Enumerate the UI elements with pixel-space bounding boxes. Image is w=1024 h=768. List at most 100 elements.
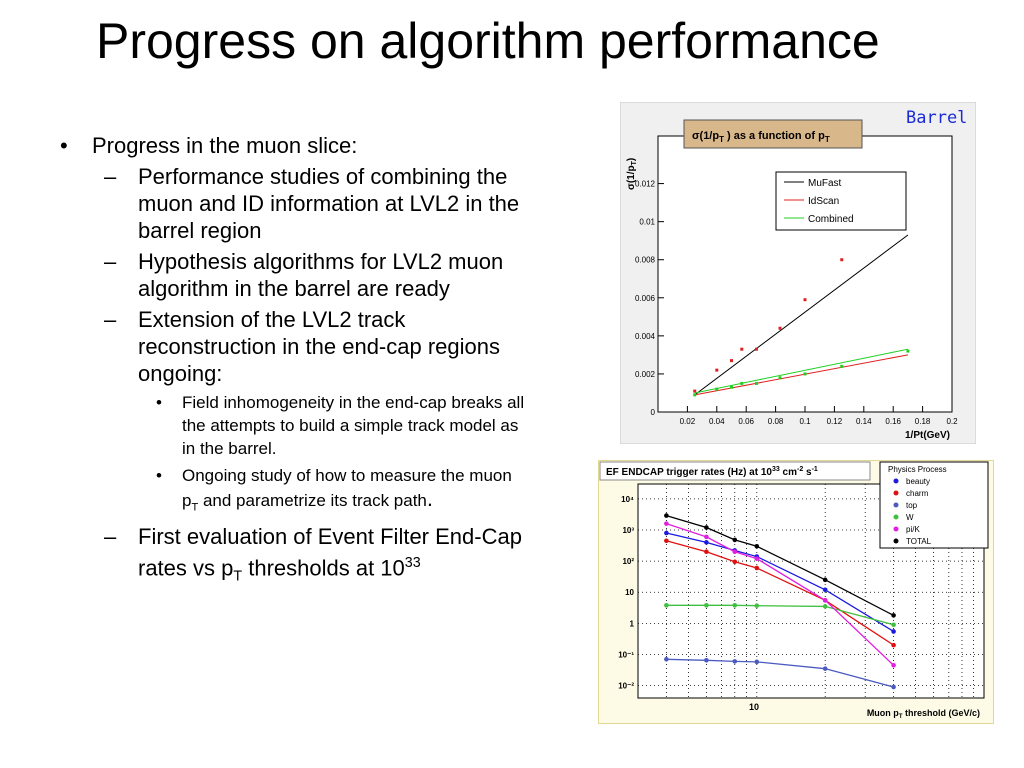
sub-sub-bullet-2-text: Ongoing study of how to measure the muon…	[182, 466, 512, 510]
point-pi-k	[754, 556, 760, 561]
chart2-title: EF ENDCAP trigger rates (Hz) at 1033 cm-…	[606, 466, 818, 478]
bullet-main-text: Progress in the muon slice:	[92, 133, 358, 158]
point-combined	[730, 385, 733, 389]
point-beauty	[664, 530, 669, 536]
point-idscan	[715, 368, 719, 372]
chart2-legend-items: beauty charm top Wpi/K TOTAL	[893, 477, 932, 546]
point-top	[891, 684, 896, 690]
point-total	[732, 537, 738, 543]
chart1-ytick-label: 0.012	[635, 180, 656, 189]
sub-bullet-4-text-b: thresholds at 10	[242, 555, 405, 581]
chart1-xtick-label: 0.02	[680, 417, 696, 426]
point-idscan	[778, 326, 782, 330]
point-beauty	[704, 540, 709, 545]
chart1-series	[693, 234, 910, 397]
chart2-ytick-label: 10⁻²	[618, 682, 634, 691]
point-charm	[664, 538, 669, 544]
chart1-xtick-label: 0.16	[885, 417, 901, 426]
sub-bullet-1: – Performance studies of combining the m…	[60, 163, 530, 244]
series-line-beauty	[666, 532, 894, 632]
point-total	[891, 613, 896, 618]
chart1-xlabel: 1/Pt(GeV)	[905, 430, 950, 441]
chart1-title-box: σ(1/pT ) as a function of pT	[683, 119, 863, 149]
point-pi-k	[891, 662, 896, 668]
chart1-title-frame	[683, 119, 863, 149]
dash-mark: –	[104, 524, 117, 550]
chart2-legend: Physics Process beauty charm top Wpi/K TOTAL	[879, 461, 989, 549]
legend-label-combined: Combined	[808, 214, 854, 225]
sub-bullet-1-text: Performance studies of combining the muo…	[138, 164, 520, 243]
chart2-ytick-label: 10⁴	[621, 495, 634, 504]
point-charm	[704, 549, 709, 555]
series-line-pi-k	[666, 523, 895, 666]
sub-sub-bullet-2-period: .	[426, 486, 434, 511]
legend-marker-w	[893, 514, 899, 520]
chart1-ytick-label: 0.004	[635, 332, 656, 341]
point-charm	[891, 642, 896, 648]
point-combined	[840, 364, 844, 368]
point-top	[732, 659, 738, 664]
point-idscan	[803, 298, 807, 302]
sub-bullet-3-text: Extension of the LVL2 track reconstructi…	[138, 307, 500, 386]
point-pi-k	[704, 534, 709, 540]
chart2-ytick-label: 10	[625, 588, 634, 597]
point-combined	[715, 387, 719, 391]
point-w	[704, 603, 709, 608]
chart2-ytick-label: 10²	[622, 557, 634, 566]
point-total	[754, 543, 760, 549]
point-idscan	[693, 389, 697, 393]
legend-label-total: TOTAL	[906, 537, 932, 546]
bullet-mark: •	[156, 466, 162, 485]
legend-label-top: top	[906, 501, 918, 510]
sub-sub-bullet-2: • Ongoing study of how to measure the mu…	[60, 464, 530, 519]
dash-mark: –	[104, 249, 117, 274]
chart1-ytick-label: 0.006	[635, 294, 656, 303]
chart1-ylabel: σ(1/pT)	[626, 158, 638, 190]
chart1-ytick-label: 0.008	[635, 256, 656, 265]
point-combined	[754, 381, 758, 385]
dash-mark: –	[104, 307, 117, 332]
point-combined	[693, 393, 697, 397]
dash-mark: –	[104, 164, 117, 189]
legend-marker-charm	[893, 490, 899, 496]
endcap-rates-chart: 10⁴ 10³ 10² 10 1 10⁻¹ 10⁻² EF ENDCAP trigger r…	[598, 460, 994, 724]
subscript-t: T	[191, 501, 199, 514]
chart1-ytick-label: 0.002	[635, 370, 656, 379]
chart1-legend: MuFast IdScan Combined	[775, 171, 907, 231]
series-line-charm	[666, 540, 894, 646]
chart2-legend-title: Physics Process	[888, 465, 947, 474]
legend-label-idscan: IdScan	[808, 196, 839, 207]
point-combined	[803, 372, 807, 376]
legend-marker-pi-k	[893, 526, 899, 532]
chart2-ytick-label: 10³	[622, 526, 634, 535]
chart2-title-frame	[599, 461, 871, 481]
legend-label-beauty: beauty	[906, 477, 930, 486]
point-total	[664, 513, 669, 518]
legend-label-pi-k: pi/K	[906, 525, 920, 534]
legend-marker-top	[893, 502, 899, 508]
chart2-xlabel: Muon pT threshold (GeV/c)	[867, 708, 980, 720]
legend-label-charm: charm	[906, 489, 929, 498]
bullet-mark: •	[60, 133, 68, 158]
chart1-xtick-label: 0.06	[738, 417, 754, 426]
chart2-ytick-label: 1	[630, 619, 635, 628]
point-combined	[906, 349, 910, 353]
chart1-xtick-label: 0.04	[709, 417, 725, 426]
point-w	[891, 622, 896, 628]
chart1-ticks: 0.02 0.04 0.06 0.08 0.1 0.12 0.14 0.16 0.18 0.2 0 0…	[635, 180, 958, 426]
point-top	[664, 657, 669, 662]
legend-label-w: W	[906, 513, 914, 522]
point-w	[664, 603, 669, 608]
point-idscan	[730, 359, 733, 363]
chart1-xtick-label: 0.2	[946, 417, 958, 426]
sub-bullet-2: – Hypothesis algorithms for LVL2 muon al…	[60, 248, 530, 302]
point-top	[754, 659, 760, 665]
bullet-list: • Progress in the muon slice: – Performa…	[60, 132, 530, 595]
sub-sub-bullet-1: • Field inhomogeneity in the end-cap bre…	[60, 391, 530, 460]
sub-sub-bullet-2-text-b: and parametrize its track path	[198, 491, 427, 510]
point-charm	[754, 565, 760, 571]
point-top	[822, 666, 828, 671]
fit-line-combined	[694, 348, 909, 394]
chart1-xtick-label: 0.08	[768, 417, 784, 426]
point-w	[822, 604, 828, 609]
